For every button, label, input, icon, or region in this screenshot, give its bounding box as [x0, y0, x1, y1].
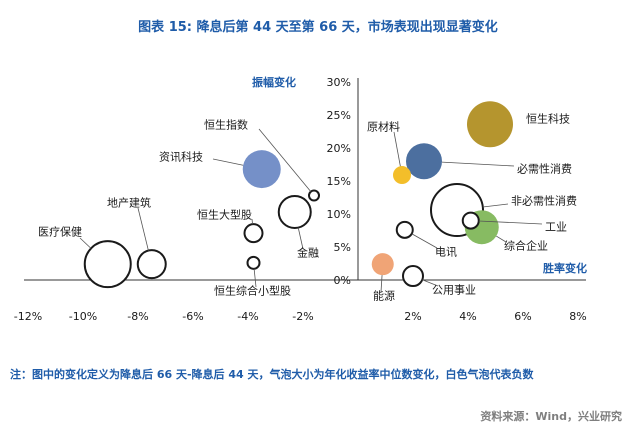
chart-bubble: [308, 189, 320, 202]
bubble-label: 综合企业: [504, 239, 548, 253]
bubble-label: 能源: [373, 289, 395, 303]
bubble-chart: -12% -10% -8% -6% -4% -2% 2% 4% 6% 8% 0% 5% 10% 15% 20…: [0, 58, 636, 330]
leader-line: [422, 279, 439, 287]
y-tick-label: 25%: [327, 109, 351, 122]
x-tick-label: -8%: [127, 310, 148, 323]
chart-bubble: [402, 265, 424, 288]
chart-bubble: [395, 220, 414, 239]
y-tick-label: 15%: [327, 175, 351, 188]
leader-line: [251, 218, 253, 225]
leader-line: [253, 268, 257, 288]
chart-bubble: [461, 211, 480, 230]
leader-line: [482, 203, 509, 208]
x-tick-label: 6%: [514, 310, 531, 323]
chart-bubble: [371, 253, 394, 276]
leader-line: [496, 235, 507, 243]
chart-bubble: [83, 240, 132, 289]
bubble-label: 恒生综合小型股: [214, 284, 291, 298]
y-tick-label: 30%: [327, 76, 351, 89]
x-tick-label: -2%: [292, 310, 313, 323]
chart-bubble: [277, 195, 312, 230]
bubble-label: 电讯: [435, 246, 457, 259]
x-tick-label: 2%: [404, 310, 421, 323]
chart-bubble: [243, 223, 264, 244]
y-tick-label: 0%: [334, 274, 351, 287]
bubble-label: 非必需性消费: [511, 194, 577, 208]
bubble-label: 金融: [297, 246, 319, 260]
leader-line: [380, 275, 383, 293]
chart-bubble: [242, 150, 281, 189]
x-tick-label: -12%: [14, 310, 42, 323]
bubble-label: 公用事业: [432, 284, 476, 297]
leader-line: [258, 128, 312, 192]
x-tick-label: -6%: [182, 310, 203, 323]
bubble-label: 恒生科技: [526, 112, 570, 126]
x-tick-label: 4%: [459, 310, 476, 323]
chart-bubble: [393, 166, 411, 185]
x-axis-label: 胜率变化: [542, 261, 587, 275]
chart-bubble: [467, 101, 513, 148]
leader-line: [212, 158, 244, 166]
leader-line: [137, 207, 149, 251]
bubble-label: 恒生大型股: [197, 208, 252, 222]
chart-bubble: [136, 249, 167, 280]
bubble-label: 原材料: [367, 120, 400, 134]
y-tick-label: 5%: [334, 241, 351, 254]
chart-bubble: [406, 143, 442, 180]
bubble-label: 工业: [545, 221, 567, 234]
y-axis-label: 振幅变化: [252, 75, 296, 89]
x-tick-label: -10%: [69, 310, 97, 323]
figure-source: 资料来源：Wind，兴业研究: [480, 410, 622, 423]
leader-line: [441, 161, 515, 167]
y-tick-label: 20%: [327, 142, 351, 155]
bubble-label: 医疗保健: [38, 225, 82, 239]
figure-note: 注：图中的变化定义为降息后 66 天-降息后 44 天，气泡大小为年化收益率中位…: [10, 368, 534, 381]
x-tick-label: 8%: [569, 310, 586, 323]
leader-line: [478, 220, 543, 225]
x-tick-label: -4%: [237, 310, 258, 323]
figure-title: 图表 15: 降息后第 44 天至第 66 天，市场表现出现显著变化: [138, 20, 498, 35]
bubble-chart-svg: -12% -10% -8% -6% -4% -2% 2% 4% 6% 8% 0% 5% 10% 15% 20…: [14, 75, 587, 323]
bubble-label: 资讯科技: [159, 150, 203, 164]
bubble-label: 必需性消费: [517, 162, 572, 176]
leader-line: [79, 237, 92, 249]
chart-bubble: [246, 255, 261, 270]
bubble-label: 恒生指数: [204, 118, 248, 132]
bubble-label: 地产建筑: [107, 196, 151, 210]
y-tick-label: 10%: [327, 208, 351, 221]
leader-line: [297, 227, 304, 250]
leader-line: [393, 131, 401, 167]
leader-line: [411, 233, 438, 249]
